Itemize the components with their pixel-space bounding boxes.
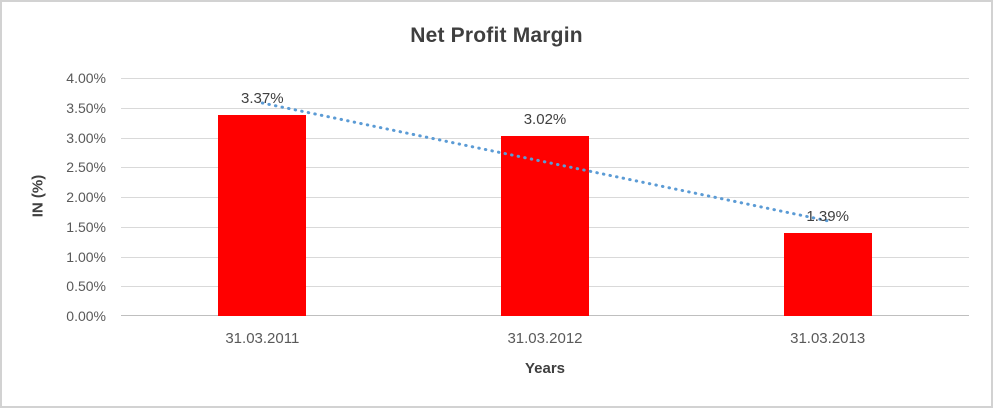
y-tick-label: 3.50% xyxy=(66,100,106,116)
trendline-layer xyxy=(260,101,830,223)
y-tick-label: 0.50% xyxy=(66,278,106,294)
data-label: 3.37% xyxy=(241,90,284,108)
trendline xyxy=(260,101,830,223)
x-tick-label: 31.03.2011 xyxy=(225,330,300,347)
plot-area xyxy=(121,78,969,316)
bar-31.03.2013 xyxy=(783,233,872,316)
data-label: 3.02% xyxy=(523,111,567,129)
y-tick-label: 4.00% xyxy=(66,70,106,86)
x-tick-label: 31.03.2012 xyxy=(507,330,583,347)
y-tick-label: 1.50% xyxy=(66,219,106,235)
y-tick-label: 3.00% xyxy=(66,130,106,146)
y-tick-label: 1.00% xyxy=(66,249,106,265)
gridline xyxy=(121,108,969,109)
chart-title: Net Profit Margin xyxy=(410,24,583,47)
x-axis-title: Years xyxy=(524,360,566,377)
data-label: 1.39% xyxy=(806,208,849,226)
bar-31.03.2011 xyxy=(218,115,307,316)
y-tick-label: 2.00% xyxy=(66,189,106,205)
gridline xyxy=(121,78,969,79)
x-tick-label: 31.03.2013 xyxy=(790,330,866,347)
bar-31.03.2012 xyxy=(501,136,589,316)
y-tick-label: 0.00% xyxy=(66,308,106,324)
y-tick-label: 2.50% xyxy=(66,159,106,175)
